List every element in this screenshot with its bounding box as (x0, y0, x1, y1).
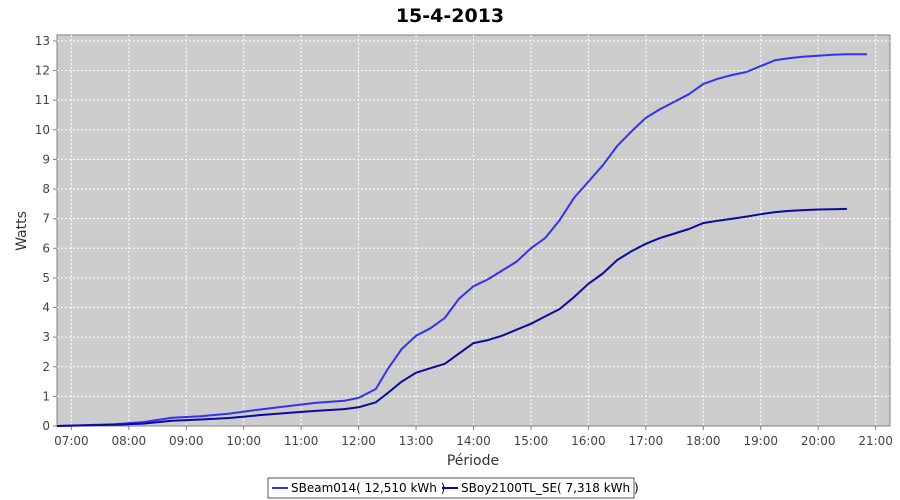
y-tick-label: 10 (35, 123, 50, 137)
y-tick-label: 12 (35, 64, 50, 78)
legend-label: SBoy2100TL_SE( 7,318 kWh ) (461, 481, 639, 495)
y-tick-label: 11 (35, 93, 50, 107)
x-tick-label: 10:00 (226, 434, 261, 448)
y-tick-label: 1 (42, 389, 50, 403)
x-tick-label: 16:00 (571, 434, 606, 448)
x-tick-label: 14:00 (456, 434, 491, 448)
x-tick-label: 08:00 (112, 434, 147, 448)
x-tick-label: 18:00 (686, 434, 721, 448)
y-tick-label: 0 (42, 419, 50, 433)
y-axis-label: Watts (14, 211, 30, 251)
y-tick-label: 8 (42, 182, 50, 196)
grid (57, 35, 890, 426)
series-lines (56, 53, 867, 427)
x-tick-label: 21:00 (858, 434, 893, 448)
y-tick-label: 6 (42, 241, 50, 255)
x-tick-label: 11:00 (284, 434, 319, 448)
x-tick-label: 17:00 (629, 434, 664, 448)
series-line-2 (56, 207, 847, 427)
x-tick-label: 12:00 (341, 434, 376, 448)
y-tick-label: 2 (42, 360, 50, 374)
x-tick-label: 19:00 (743, 434, 778, 448)
y-tick-label: 4 (42, 301, 50, 315)
y-tick-label: 13 (35, 34, 50, 48)
x-tick-label: 20:00 (801, 434, 836, 448)
x-tick-label: 15:00 (514, 434, 549, 448)
y-tick-label: 7 (42, 212, 50, 226)
x-axis-label: Période (447, 453, 499, 469)
x-tick-label: 09:00 (169, 434, 204, 448)
series-line-1 (56, 53, 867, 427)
legend: SBeam014( 12,510 kWh ) SBoy2100TL_SE( 7,3… (267, 477, 639, 499)
y-tick-label: 3 (42, 330, 50, 344)
y-tick-label: 9 (42, 152, 50, 166)
chart-title: 15-4-2013 (396, 5, 504, 27)
x-tick-label: 07:00 (54, 434, 89, 448)
x-tick-label: 13:00 (399, 434, 434, 448)
legend-label: SBeam014( 12,510 kWh ) (291, 481, 445, 495)
y-tick-label: 5 (42, 271, 50, 285)
